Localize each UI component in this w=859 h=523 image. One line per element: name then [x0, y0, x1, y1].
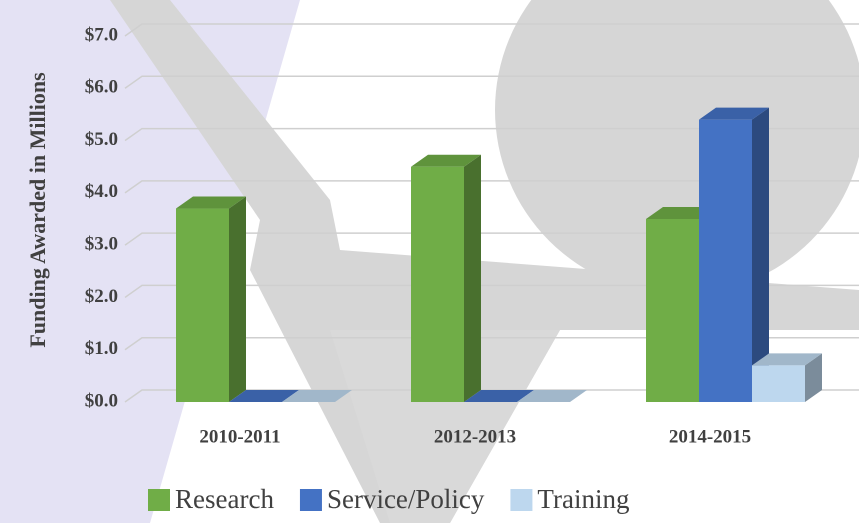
legend-swatch [510, 489, 532, 511]
x-tick-label: 2014-2015 [669, 426, 751, 447]
bar [411, 167, 464, 402]
legend-label: Research [175, 484, 274, 514]
chart: Funding Awarded in Millions $0.0 $1.0 $2.0… [0, 0, 859, 523]
y-tick-label: $1.0 [85, 338, 118, 359]
y-tick-label: $5.0 [85, 129, 118, 150]
x-tick-label: 2010-2011 [199, 426, 280, 447]
y-tick-label: $4.0 [85, 181, 118, 202]
y-tick-label: $2.0 [85, 286, 118, 307]
legend-swatch [300, 489, 322, 511]
bar [699, 120, 752, 402]
legend-label: Training [537, 484, 629, 514]
bar [176, 209, 229, 402]
y-tick-label: $6.0 [85, 77, 118, 98]
y-tick-label: $3.0 [85, 234, 118, 255]
y-axis-title: Funding Awarded in Millions [25, 72, 50, 348]
bar [752, 365, 805, 402]
bar-side [229, 197, 246, 402]
y-tick-label: $0.0 [85, 390, 118, 411]
legend-swatch [148, 489, 170, 511]
x-tick-label: 2012-2013 [434, 426, 516, 447]
bar-side [464, 155, 481, 402]
y-tick-label: $7.0 [85, 24, 118, 45]
legend-label: Service/Policy [327, 484, 485, 514]
bar [646, 219, 699, 402]
